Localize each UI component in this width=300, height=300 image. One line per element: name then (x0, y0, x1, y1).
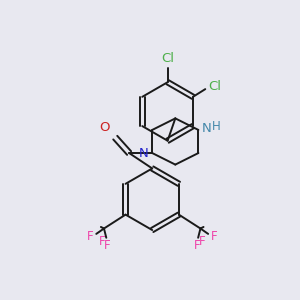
Text: N: N (139, 146, 148, 160)
Text: F: F (87, 230, 93, 243)
Text: F: F (99, 235, 106, 248)
Text: F: F (104, 239, 110, 252)
Text: F: F (199, 235, 205, 248)
Text: Cl: Cl (208, 80, 221, 93)
Text: N: N (202, 122, 211, 135)
Text: Cl: Cl (161, 52, 174, 65)
Text: F: F (194, 239, 200, 252)
Text: H: H (212, 120, 220, 134)
Text: F: F (211, 230, 218, 243)
Text: O: O (99, 121, 110, 134)
